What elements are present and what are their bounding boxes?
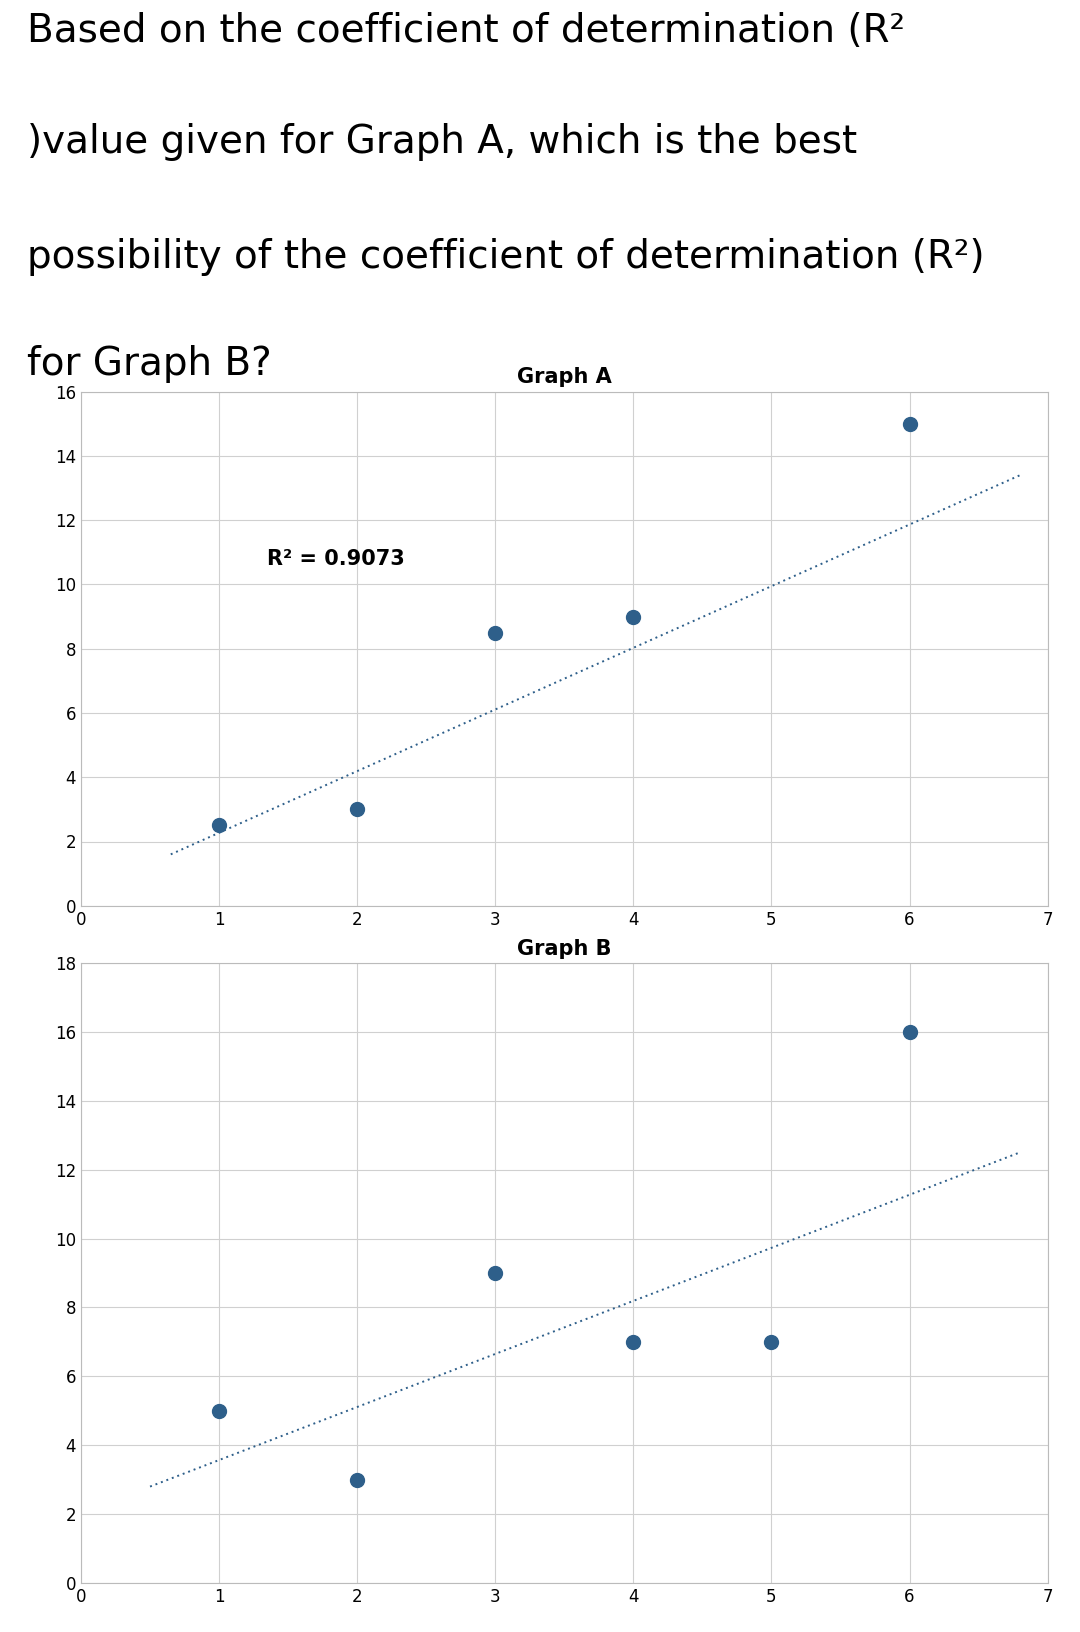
Text: Based on the coefficient of determination (R²: Based on the coefficient of determinatio… [27,11,905,49]
Title: Graph A: Graph A [517,367,611,387]
Point [349,796,366,823]
Point [211,1397,228,1423]
Point [487,1260,504,1286]
Point [901,1018,918,1044]
Text: for Graph B?: for Graph B? [27,344,272,384]
Title: Graph B: Graph B [517,938,611,958]
Text: possibility of the coefficient of determination (R²): possibility of the coefficient of determ… [27,238,985,276]
Text: )value given for Graph A, which is the best: )value given for Graph A, which is the b… [27,122,858,160]
Point [624,1328,642,1355]
Text: R² = 0.9073: R² = 0.9073 [268,548,405,570]
Point [624,604,642,630]
Point [901,411,918,437]
Point [349,1467,366,1493]
Point [487,620,504,646]
Point [211,813,228,839]
Point [762,1328,780,1355]
